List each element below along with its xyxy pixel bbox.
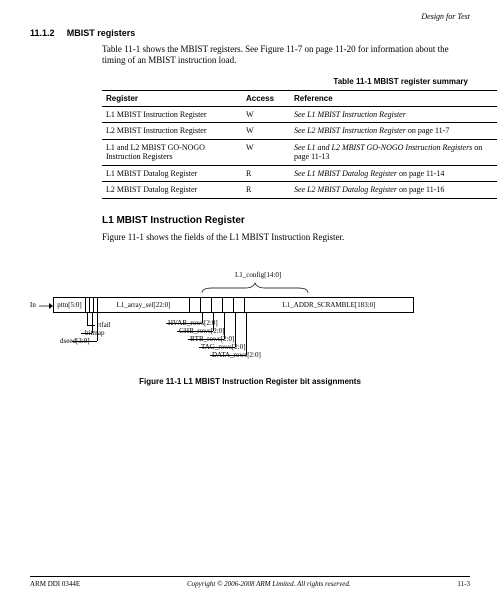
cell-register: L1 MBIST Instruction Register [102, 106, 242, 123]
table-caption: Table 11-1 MBIST register summary [30, 77, 468, 86]
table-header-row: Register Access Reference [102, 90, 497, 106]
footer-left: ARM DDI 0344E [30, 580, 80, 588]
page-footer: ARM DDI 0344E Copyright © 2006-2008 ARM … [30, 576, 470, 588]
cell-access: W [242, 123, 290, 140]
field-tick [189, 297, 200, 313]
table-row: L1 MBIST Datalog Register R See L1 MBIST… [102, 165, 497, 182]
intro-paragraph: Table 11-1 shows the MBIST registers. Se… [102, 44, 470, 67]
top-label: L1_config[14:0] [235, 271, 281, 279]
cell-reference: See L1 MBIST Instruction Register [290, 106, 497, 123]
register-strip: pttn[5:0] L1_array_sel[22:0] L1_ADDR_SCR… [53, 297, 414, 313]
field-tick [233, 297, 244, 313]
col-register: Register [102, 90, 242, 106]
connector [246, 313, 247, 355]
cell-reference: See L2 MBIST Instruction Register on pag… [290, 123, 497, 140]
label-tag: TAG_rows[2:0] [201, 343, 246, 351]
section-heading: 11.1.2 MBIST registers [30, 28, 470, 38]
cell-reference: See L1 MBIST Datalog Register on page 11… [290, 165, 497, 182]
brace-icon [200, 281, 310, 295]
col-access: Access [242, 90, 290, 106]
label-ghb: GHB_rows[2:0] [179, 327, 225, 335]
section-number: 11.1.2 [30, 28, 55, 38]
in-label: In [30, 301, 36, 309]
page-header-right: Design for Test [421, 12, 470, 21]
cell-access: R [242, 182, 290, 199]
connector [87, 313, 88, 325]
cell-register: L2 MBIST Instruction Register [102, 123, 242, 140]
footer-mid: Copyright © 2006-2008 ARM Limited. All r… [187, 580, 351, 588]
cell-access: R [242, 165, 290, 182]
cell-access: W [242, 106, 290, 123]
label-bitmap: bitmap [85, 329, 104, 337]
field-addr-scramble: L1_ADDR_SCRAMBLE[183:0] [244, 297, 414, 313]
register-diagram: L1_config[14:0] In pttn[5:0] L1_array_se… [30, 267, 490, 377]
col-reference: Reference [290, 90, 497, 106]
label-data: DATA_rows[2:0] [212, 351, 261, 359]
table-row: L1 and L2 MBIST GO-NOGO Instruction Regi… [102, 139, 497, 165]
cell-register: L1 MBIST Datalog Register [102, 165, 242, 182]
label-dseed: dseed[3:0] [60, 337, 90, 345]
table-row: L2 MBIST Datalog Register R See L2 MBIST… [102, 182, 497, 199]
field-tick [222, 297, 233, 313]
sub-intro: Figure 11-1 shows the fields of the L1 M… [102, 232, 470, 243]
table-row: L2 MBIST Instruction Register W See L2 M… [102, 123, 497, 140]
connector [97, 313, 98, 341]
field-pttn: pttn[5:0] [53, 297, 85, 313]
field-tick [200, 297, 211, 313]
connector [235, 313, 236, 347]
label-btb: BTB_rows[2:0] [190, 335, 234, 343]
field-tick [211, 297, 222, 313]
cell-reference: See L2 MBIST Datalog Register on page 11… [290, 182, 497, 199]
figure-caption: Figure 11-1 L1 MBIST Instruction Registe… [30, 377, 470, 386]
field-array-sel: L1_array_sel[22:0] [97, 297, 189, 313]
table-row: L1 MBIST Instruction Register W See L1 M… [102, 106, 497, 123]
cell-register: L2 MBIST Datalog Register [102, 182, 242, 199]
cell-reference: See L1 and L2 MBIST GO-NOGO Instruction … [290, 139, 497, 165]
cell-register: L1 and L2 MBIST GO-NOGO Instruction Regi… [102, 139, 242, 165]
connector [87, 325, 95, 326]
register-table: Register Access Reference L1 MBIST Instr… [102, 90, 497, 200]
arrow-right-icon [39, 302, 53, 310]
sub-heading: L1 MBIST Instruction Register [102, 215, 470, 226]
section-title: MBIST registers [67, 28, 136, 38]
cell-access: W [242, 139, 290, 165]
footer-right: 11-3 [457, 580, 470, 588]
label-hvab: HVAB_rows[2:0] [168, 319, 218, 327]
label-rtfail: rtfail [97, 321, 111, 329]
